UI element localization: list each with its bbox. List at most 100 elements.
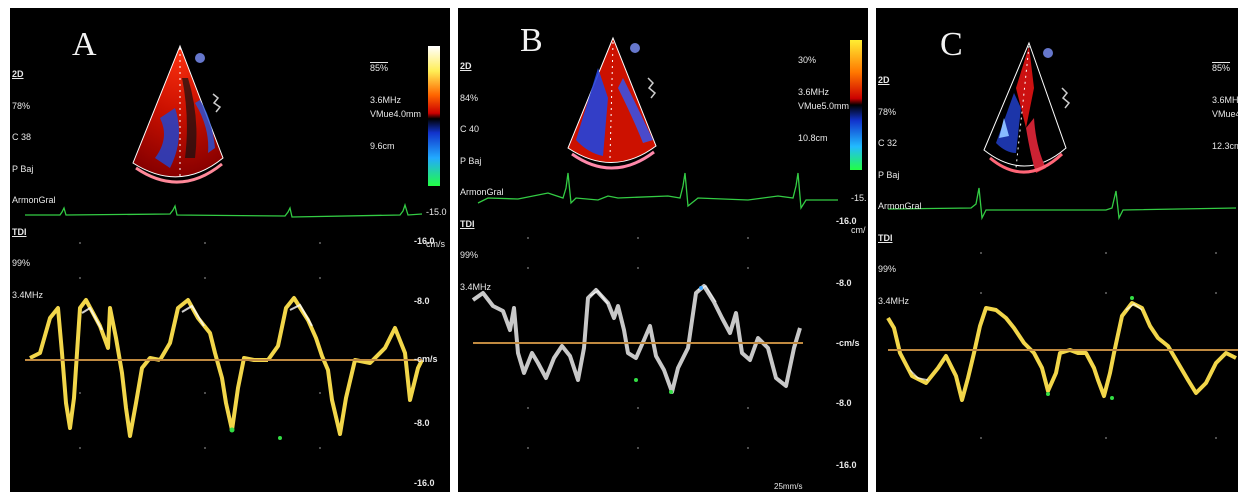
param-power: P Baj <box>878 169 900 180</box>
param-mode-2d: 2D <box>460 61 472 71</box>
probe-orientation-icon <box>630 43 640 53</box>
param-mode-2d: 2D <box>878 75 890 85</box>
color-scale-min: -15. cm/ <box>851 172 867 256</box>
param-sample-volume: VMue4.0mm <box>370 109 422 119</box>
param-gain: 78% <box>12 100 31 111</box>
scale-min-value: -15.0 <box>426 207 447 217</box>
param-tdi-gain: 99% <box>878 264 897 274</box>
param-tdi-freq: 3.4MHz <box>460 281 492 292</box>
param-frequency: 3.6MHz <box>370 94 402 105</box>
grid-dots <box>527 237 749 449</box>
param-compression: C 38 <box>12 132 32 142</box>
tick-label: -8.0 <box>836 278 852 288</box>
peak-marker <box>1110 396 1114 400</box>
param-output-power: 85% <box>370 63 389 73</box>
peak-marker <box>1130 296 1134 300</box>
param-output-power: 30% <box>798 55 817 65</box>
panel-label: B <box>520 22 543 59</box>
param-power: P Baj <box>460 155 482 166</box>
param-gain: 78% <box>878 106 897 117</box>
param-compression: C 32 <box>878 138 898 148</box>
tick-label: -16.0 <box>836 216 857 226</box>
right-parameters: 30% 3.6MHz <box>798 34 829 118</box>
sample-volume-info: VMue5.0mm 10.8cm <box>798 80 849 164</box>
scale-unit: cm/s <box>426 238 445 249</box>
color-doppler-sector <box>567 36 657 170</box>
velocity-color-bar <box>850 40 862 170</box>
ecg-trace <box>477 172 838 210</box>
acquisition-parameters: 2D 78% C 32 P Baj ArmonGral TDI 99% 3.4M… <box>878 54 922 327</box>
param-sample-volume: VMue5.0mm <box>798 101 850 111</box>
tick-label: -8.0 <box>836 398 852 408</box>
peak-marker <box>1046 392 1050 396</box>
tissue-doppler-waveform <box>29 296 424 438</box>
param-frequency: 3.6MHz <box>798 86 830 97</box>
grid-dots <box>980 252 1217 439</box>
velocity-color-bar <box>428 46 440 186</box>
ecg-lead-icon <box>1061 87 1071 109</box>
grid-dots <box>79 242 321 449</box>
param-output-power: 85% <box>1212 63 1231 73</box>
param-depth: 10.8cm <box>798 132 828 143</box>
param-mode-tdi: TDI <box>460 218 475 229</box>
sample-volume-info: VMue4 12.3cm <box>1212 88 1238 172</box>
peak-marker <box>699 286 703 290</box>
sample-volume-info: VMue4.0mm 9.6cm <box>370 88 421 172</box>
waveform-highlight <box>81 303 313 331</box>
param-sample-volume: VMue4 <box>1212 109 1238 119</box>
peak-marker <box>278 436 282 440</box>
peak-marker <box>669 390 673 394</box>
color-scale-min: -15.0 cm/s <box>426 186 447 270</box>
panel-b-graphics <box>471 36 862 449</box>
acquisition-parameters: 2D 84% C 40 P Baj ArmonGral TDI 99% 3.4M… <box>460 40 504 313</box>
panel-c-graphics <box>886 41 1238 439</box>
tissue-doppler-waveform <box>886 301 1237 402</box>
param-power: P Baj <box>12 163 34 174</box>
param-mode-tdi: TDI <box>12 226 27 237</box>
color-doppler-sector <box>983 41 1067 174</box>
sweep-speed: 25mm/s <box>774 482 803 491</box>
right-parameters: 85% 3.6MHz <box>370 42 401 126</box>
param-mode-2d: 2D <box>12 69 24 79</box>
scale-unit: cm/ <box>851 224 866 235</box>
param-depth: 12.3cm <box>1212 140 1238 151</box>
param-harmonic: ArmonGral <box>460 187 504 197</box>
param-harmonic: ArmonGral <box>878 201 922 211</box>
tick-label: -16.0 <box>414 236 435 246</box>
probe-orientation-icon <box>1043 48 1053 58</box>
panel-c: C 2D 78% C 32 P Baj ArmonGral TDI 99% 3.… <box>876 8 1238 492</box>
ecg-trace <box>25 202 423 218</box>
tick-label: -cm/s <box>414 354 438 364</box>
acquisition-parameters: 2D 78% C 38 P Baj ArmonGral TDI 99% 3.4M… <box>12 48 56 321</box>
param-tdi-gain: 99% <box>460 250 479 260</box>
param-tdi-gain: 99% <box>12 258 31 268</box>
ecg-trace <box>887 187 1237 221</box>
panel-label: A <box>72 26 97 63</box>
param-compression: C 40 <box>460 124 480 134</box>
right-parameters: 85% 3.6MHz <box>1212 42 1238 126</box>
peak-marker <box>634 378 638 382</box>
tick-label: -16.0 <box>836 460 857 470</box>
tissue-doppler-waveform <box>471 284 802 394</box>
ecg-lead-icon <box>212 93 222 113</box>
param-tdi-freq: 3.4MHz <box>12 289 44 300</box>
panel-a-graphics <box>25 44 440 449</box>
panel-a: A 2D 78% C 38 P Baj ArmonGral TDI 99% 3.… <box>10 8 450 492</box>
scale-min-value: -15. <box>851 193 867 203</box>
param-harmonic: ArmonGral <box>12 195 56 205</box>
param-mode-tdi: TDI <box>878 232 893 243</box>
tick-label: -8.0 <box>414 296 430 306</box>
param-gain: 84% <box>460 92 479 103</box>
tick-label: -cm/s <box>836 338 860 348</box>
color-doppler-sector <box>132 44 224 184</box>
panel-b: B 2D 84% C 40 P Baj ArmonGral TDI 99% 3.… <box>458 8 868 492</box>
probe-orientation-icon <box>195 53 205 63</box>
peak-marker <box>229 427 235 433</box>
tick-label: -8.0 <box>414 418 430 428</box>
param-frequency: 3.6MHz <box>1212 94 1238 105</box>
param-tdi-freq: 3.4MHz <box>878 295 910 306</box>
panel-label: C <box>940 26 963 63</box>
waveform-highlight <box>909 303 1143 381</box>
ecg-lead-icon <box>647 77 657 99</box>
param-depth: 9.6cm <box>370 140 395 151</box>
